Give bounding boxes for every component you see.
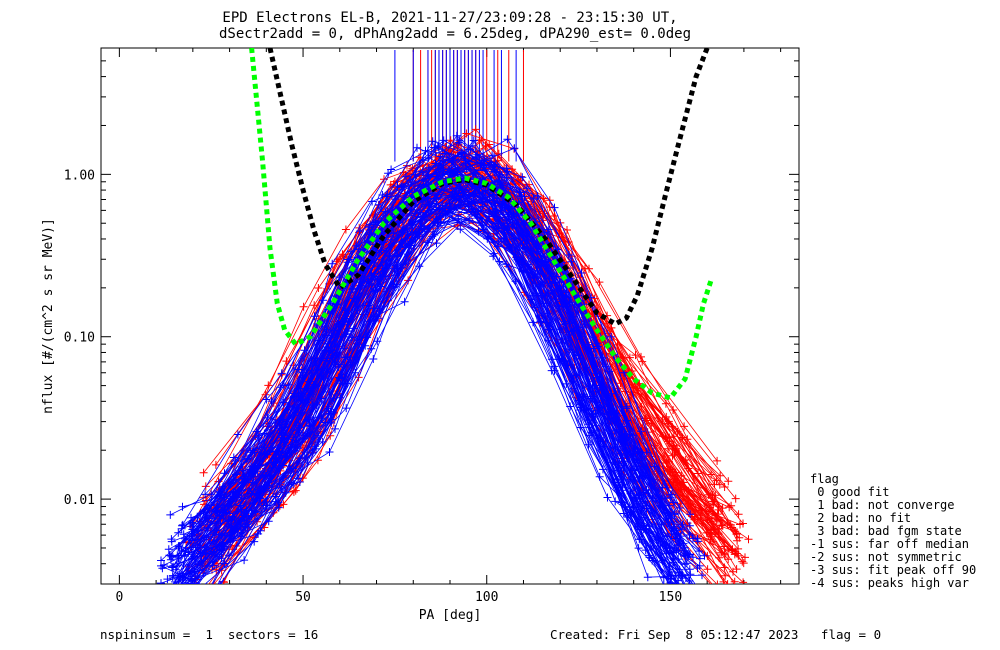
x-tick-label: 150 <box>659 590 682 605</box>
blue-profile-line <box>174 173 690 583</box>
legend-item: -1 sus: far off median <box>810 537 969 551</box>
legend-item: 0 good fit <box>810 485 890 499</box>
chart-title-line1: EPD Electrons EL-B, 2021-11-27/23:09:28 … <box>222 10 677 26</box>
x-tick-label: 0 <box>115 590 123 605</box>
plot-axes: 0 50 100 150 0.01 0.10 1.00 <box>64 47 800 605</box>
blue-profile-line <box>160 181 669 584</box>
x-tick-label: 100 <box>475 590 498 605</box>
green-fit-curve <box>249 48 714 401</box>
blue-profile-line <box>179 184 671 584</box>
legend-item: -4 sus: peaks high var <box>810 576 969 590</box>
y-axis-label: nflux [#/(cm^2 s sr MeV)] <box>41 218 56 414</box>
blue-profile-line <box>192 149 684 544</box>
blue-profile-markers <box>188 189 671 553</box>
y-tick-label: 0.01 <box>64 493 95 508</box>
blue-profile-markers <box>178 189 697 584</box>
legend-item: 1 bad: not converge <box>810 498 955 512</box>
blue-profile-markers <box>228 181 675 583</box>
chart-title-line2: dSectr2add = 0, dPhAng2add = 6.25deg, dP… <box>219 26 691 42</box>
plot-area <box>157 48 753 584</box>
blue-profile-line <box>182 152 680 571</box>
blue-profile-line <box>176 150 698 567</box>
blue-profile-line <box>173 192 670 584</box>
legend-item: -3 sus: fit peak off 90 <box>810 563 977 577</box>
y-tick-label: 0.10 <box>64 331 95 346</box>
black-fit-curve <box>267 48 710 327</box>
blue-profile-line <box>219 205 688 584</box>
blue-profile-markers <box>178 167 674 552</box>
blue-profile-line <box>197 193 675 584</box>
footer-left: nspininsum = 1 sectors = 16 <box>100 627 319 642</box>
legend-title: flag <box>810 472 839 486</box>
blue-profile-markers <box>157 178 673 570</box>
x-axis-label: PA [deg] <box>419 608 482 623</box>
blue-profile-markers <box>220 183 681 584</box>
blue-profile-markers <box>189 153 667 565</box>
footer-right: Created: Fri Sep 8 05:12:47 2023 flag = … <box>550 627 882 642</box>
blue-profile-line <box>191 181 676 584</box>
red-profile-markers <box>200 182 718 571</box>
blue-profile-line <box>183 135 682 537</box>
x-tick-label: 50 <box>295 590 311 605</box>
legend-item: -2 sus: not symmetric <box>810 550 962 564</box>
y-tick-label: 1.00 <box>64 168 95 183</box>
legend-item: 2 bad: no fit <box>810 511 912 525</box>
legend-item: 3 bad: bad fgm state <box>810 524 962 538</box>
blue-profile-line <box>182 171 670 548</box>
